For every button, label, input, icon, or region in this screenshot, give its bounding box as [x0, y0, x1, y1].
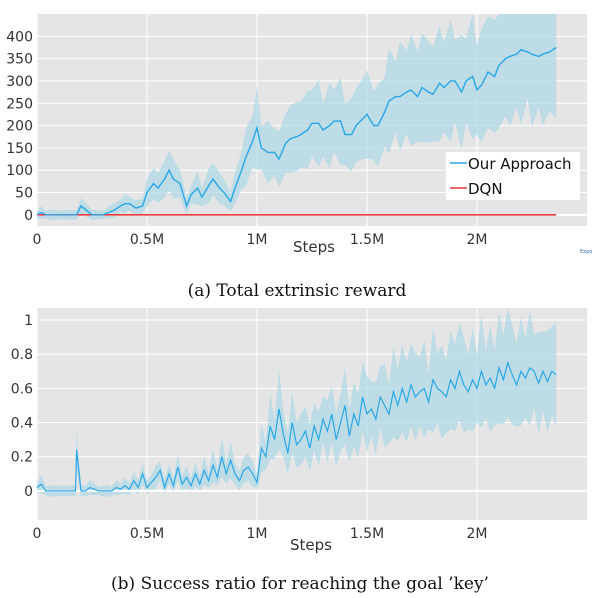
- chart-a-corner-text: Expo: [580, 249, 592, 255]
- chart-b-x-tick-labels: 0 0.5M 1M 1.5M 2M: [33, 526, 488, 542]
- chart-b-x-tick-label-2: 1M: [247, 526, 268, 542]
- chart-a-approach-confidence-band: [37, 14, 557, 220]
- chart-a-y-tick-label-2: 100: [6, 163, 33, 179]
- chart-b-caption: (b) Success ratio for reaching the goal …: [111, 574, 489, 594]
- chart-a-y-tick-label-0: 0: [24, 208, 33, 224]
- chart-a-y-tick-label-4: 200: [6, 119, 33, 135]
- chart-b-series-line: [36, 360, 557, 492]
- chart-a-x-tick-label-2: 1M: [247, 232, 268, 248]
- chart-b-x-tick-label-1: 0.5M: [130, 526, 164, 542]
- chart-b-confidence-band: [37, 308, 557, 498]
- chart-a-legend-label-dqn: DQN: [468, 180, 503, 198]
- chart-a-x-tick-label-3: 1.5M: [350, 232, 384, 248]
- chart-a-legend: Our Approach DQN: [446, 152, 580, 200]
- chart-b: 0 0.2 0.4 0.6 0.8 1 0 0.5M 1M 1.5M 2M Steps (b) S…: [11, 308, 587, 594]
- chart-a-x-tick-label-4: 2M: [467, 232, 488, 248]
- chart-b-y-tick-labels: 0 0.2 0.4 0.6 0.8 1: [11, 313, 33, 500]
- chart-a-legend-box: [446, 152, 580, 200]
- chart-a-y-tick-label-8: 400: [6, 29, 33, 45]
- chart-b-x-tick-label-3: 1.5M: [350, 526, 384, 542]
- chart-b-y-tick-label-4: 0.8: [11, 347, 33, 363]
- chart-b-y-tick-label-1: 0.2: [11, 450, 33, 466]
- chart-a-y-tick-label-1: 50: [15, 186, 33, 202]
- chart-b-x-tick-label-4: 2M: [467, 526, 488, 542]
- chart-b-x-axis-title: Steps: [290, 536, 332, 554]
- chart-a-y-tick-label-6: 300: [6, 74, 33, 90]
- chart-a-x-tick-labels: 0 0.5M 1M 1.5M 2M: [33, 232, 488, 248]
- chart-b-x-tick-label-0: 0: [33, 526, 42, 542]
- chart-a-y-tick-label-7: 350: [6, 52, 33, 68]
- chart-a-x-tick-label-0: 0: [33, 232, 42, 248]
- chart-a-y-tick-label-3: 150: [6, 141, 33, 157]
- chart-b-y-tick-label-0: 0: [24, 484, 33, 500]
- chart-a-series-approach-line: [36, 46, 557, 216]
- chart-a-legend-label-approach: Our Approach: [468, 155, 572, 173]
- chart-b-y-tick-label-3: 0.6: [11, 381, 33, 397]
- chart-a-x-axis-title: Steps: [293, 238, 335, 256]
- chart-a-y-tick-labels: 0 50 100 150 200 250 300 350 400: [6, 29, 33, 224]
- chart-a: 0 50 100 150 200 250 300 350 400 0 0.5M 1M 1.5M 2M S…: [6, 14, 592, 301]
- chart-b-y-tick-label-2: 0.4: [11, 416, 33, 432]
- chart-a-y-tick-label-5: 250: [6, 96, 33, 112]
- chart-b-y-tick-label-5: 1: [24, 313, 33, 329]
- chart-a-caption: (a) Total extrinsic reward: [188, 281, 407, 301]
- chart-a-x-tick-label-1: 0.5M: [130, 232, 164, 248]
